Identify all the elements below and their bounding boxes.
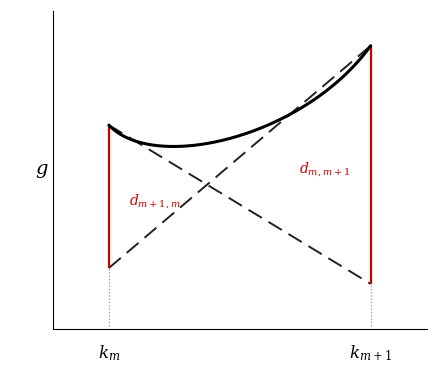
Text: $k_{m+1}$: $k_{m+1}$: [349, 343, 392, 363]
Text: $d_{m+1,m}$: $d_{m+1,m}$: [129, 192, 181, 211]
Y-axis label: $g$: $g$: [35, 161, 48, 180]
Text: $d_{m,m+1}$: $d_{m,m+1}$: [299, 161, 350, 180]
Text: $k_m$: $k_m$: [98, 343, 120, 363]
